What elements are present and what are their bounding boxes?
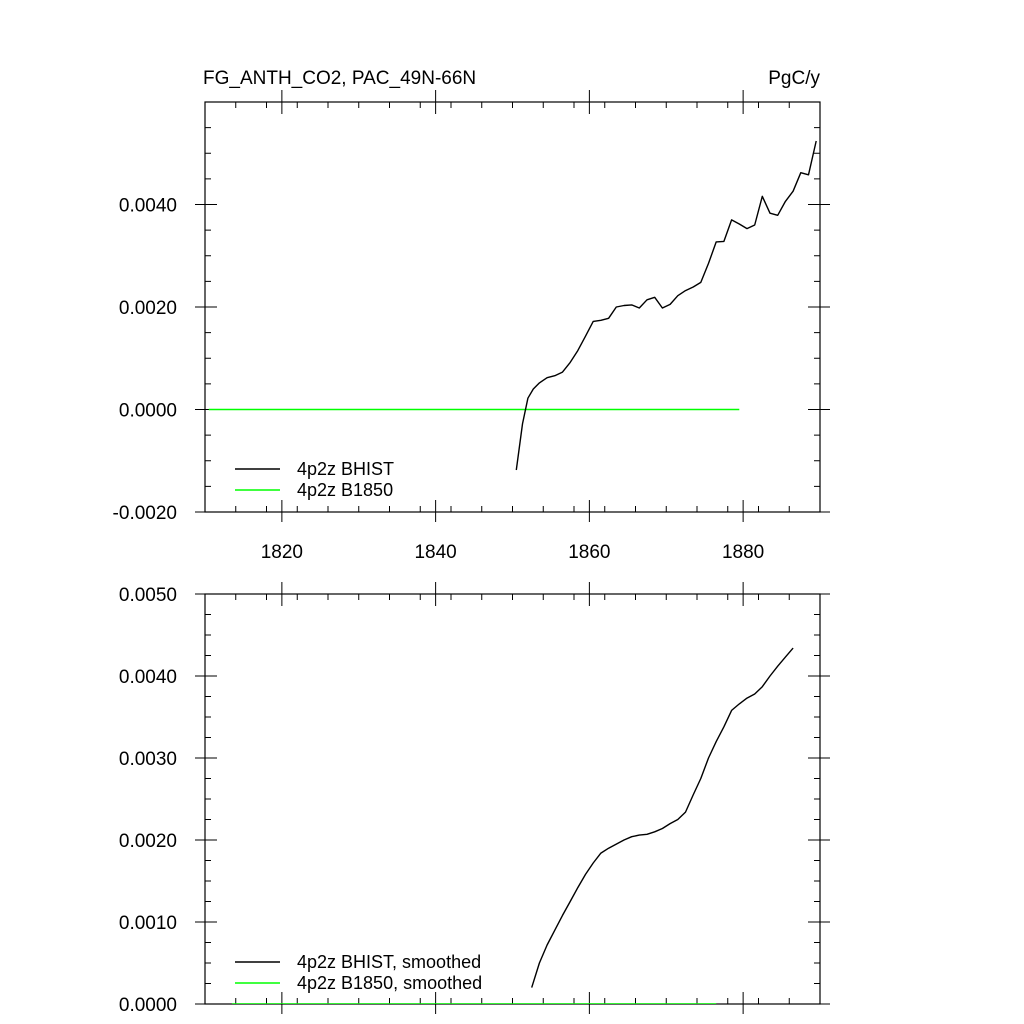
legend-label: 4p2z B1850, smoothed	[297, 973, 482, 993]
legend-label: 4p2z BHIST	[297, 459, 394, 479]
x-tick-label: 1880	[722, 542, 764, 563]
x-tick-label: 1820	[261, 542, 303, 563]
y-tick-label: 0.0050	[119, 585, 177, 606]
plot-frame	[204, 593, 821, 1005]
plot-frame	[204, 101, 821, 513]
y-tick-label: 0.0020	[119, 298, 177, 319]
y-tick-label: 0.0010	[119, 913, 177, 934]
legend-label: 4p2z B1850	[297, 480, 393, 500]
chart-title: FG_ANTH_CO2, PAC_49N-66N	[203, 68, 476, 89]
x-tick-label: 1860	[568, 542, 610, 563]
legend-label: 4p2z BHIST, smoothed	[297, 952, 481, 972]
y-tick-label: 0.0040	[119, 667, 177, 688]
y-tick-label: 0.0000	[119, 401, 177, 422]
series-line	[515, 140, 817, 471]
y-tick-label: 0.0040	[119, 196, 177, 217]
y-tick-label: 0.0030	[119, 749, 177, 770]
chart-units: PgC/y	[768, 68, 820, 89]
top-panel: 1820 1840 1860 1880 -0.0020 0.0000 0.0020 0.004…	[113, 90, 830, 563]
bottom-panel: 0.0000 0.0010 0.0020 0.0030 0.0040 0.0050 4p2z…	[119, 582, 830, 1016]
y-tick-label: 0.0000	[119, 995, 177, 1016]
y-tick-label: 0.0020	[119, 831, 177, 852]
y-tick-label: -0.0020	[113, 503, 177, 524]
x-tick-label: 1840	[414, 542, 456, 563]
series-line	[531, 647, 794, 988]
